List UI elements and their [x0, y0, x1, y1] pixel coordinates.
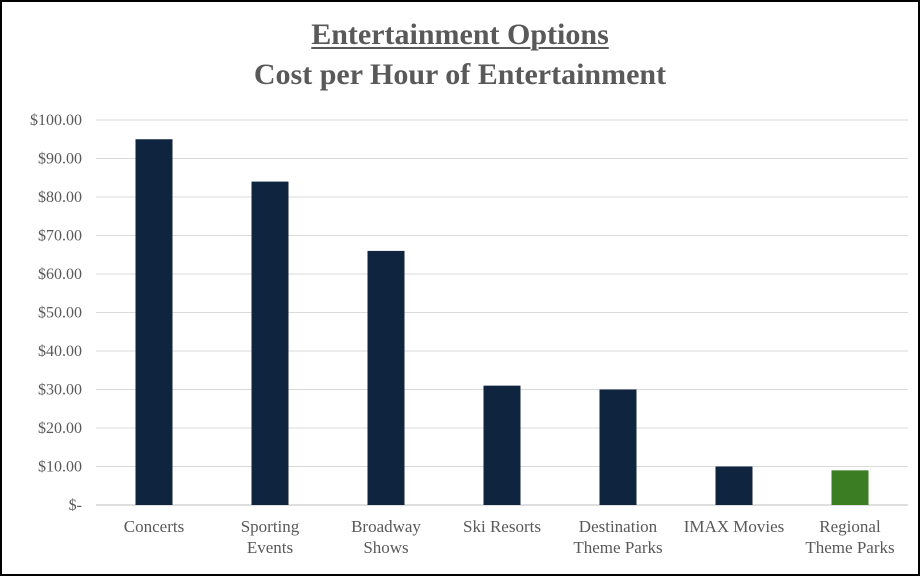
bar — [599, 389, 637, 505]
y-tick-label: $60.00 — [38, 266, 82, 283]
y-tick-label: $20.00 — [38, 420, 82, 437]
y-tick-label: $50.00 — [38, 305, 82, 322]
x-tick-label: Broadway Shows — [351, 517, 421, 557]
x-axis-tick-labels: Concerts Sporting Events Broadway Shows Ski R… — [124, 517, 895, 557]
y-axis-tick-labels: $- $10.00 $20.00 $30.00 $40.00 $50.00 $60.00 $7… — [30, 112, 82, 514]
chart-title: Entertainment Options — [311, 18, 609, 51]
x-tick-label: Sporting Events — [241, 517, 300, 557]
bar — [831, 470, 869, 505]
x-tick-label: Concerts — [124, 517, 184, 536]
y-tick-label: $10.00 — [38, 459, 82, 476]
y-tick-label: $40.00 — [38, 343, 82, 360]
bars — [135, 139, 869, 505]
y-tick-label: $80.00 — [38, 189, 82, 206]
x-tick-label: Ski Resorts — [463, 517, 541, 536]
y-tick-label: $30.00 — [38, 382, 82, 399]
y-tick-label: $70.00 — [38, 228, 82, 245]
x-tick-label: IMAX Movies — [684, 517, 785, 536]
y-tick-label: $100.00 — [30, 112, 82, 129]
y-tick-label: $- — [69, 497, 82, 514]
x-tick-label: Regional Theme Parks — [805, 517, 894, 557]
bar — [715, 466, 753, 505]
bar — [251, 181, 289, 505]
bar — [367, 250, 405, 505]
y-tick-label: $90.00 — [38, 151, 82, 168]
bar — [483, 385, 521, 505]
bar — [135, 139, 173, 505]
x-tick-label: Destination Theme Parks — [573, 517, 662, 557]
chart-subtitle: Cost per Hour of Entertainment — [253, 58, 667, 91]
